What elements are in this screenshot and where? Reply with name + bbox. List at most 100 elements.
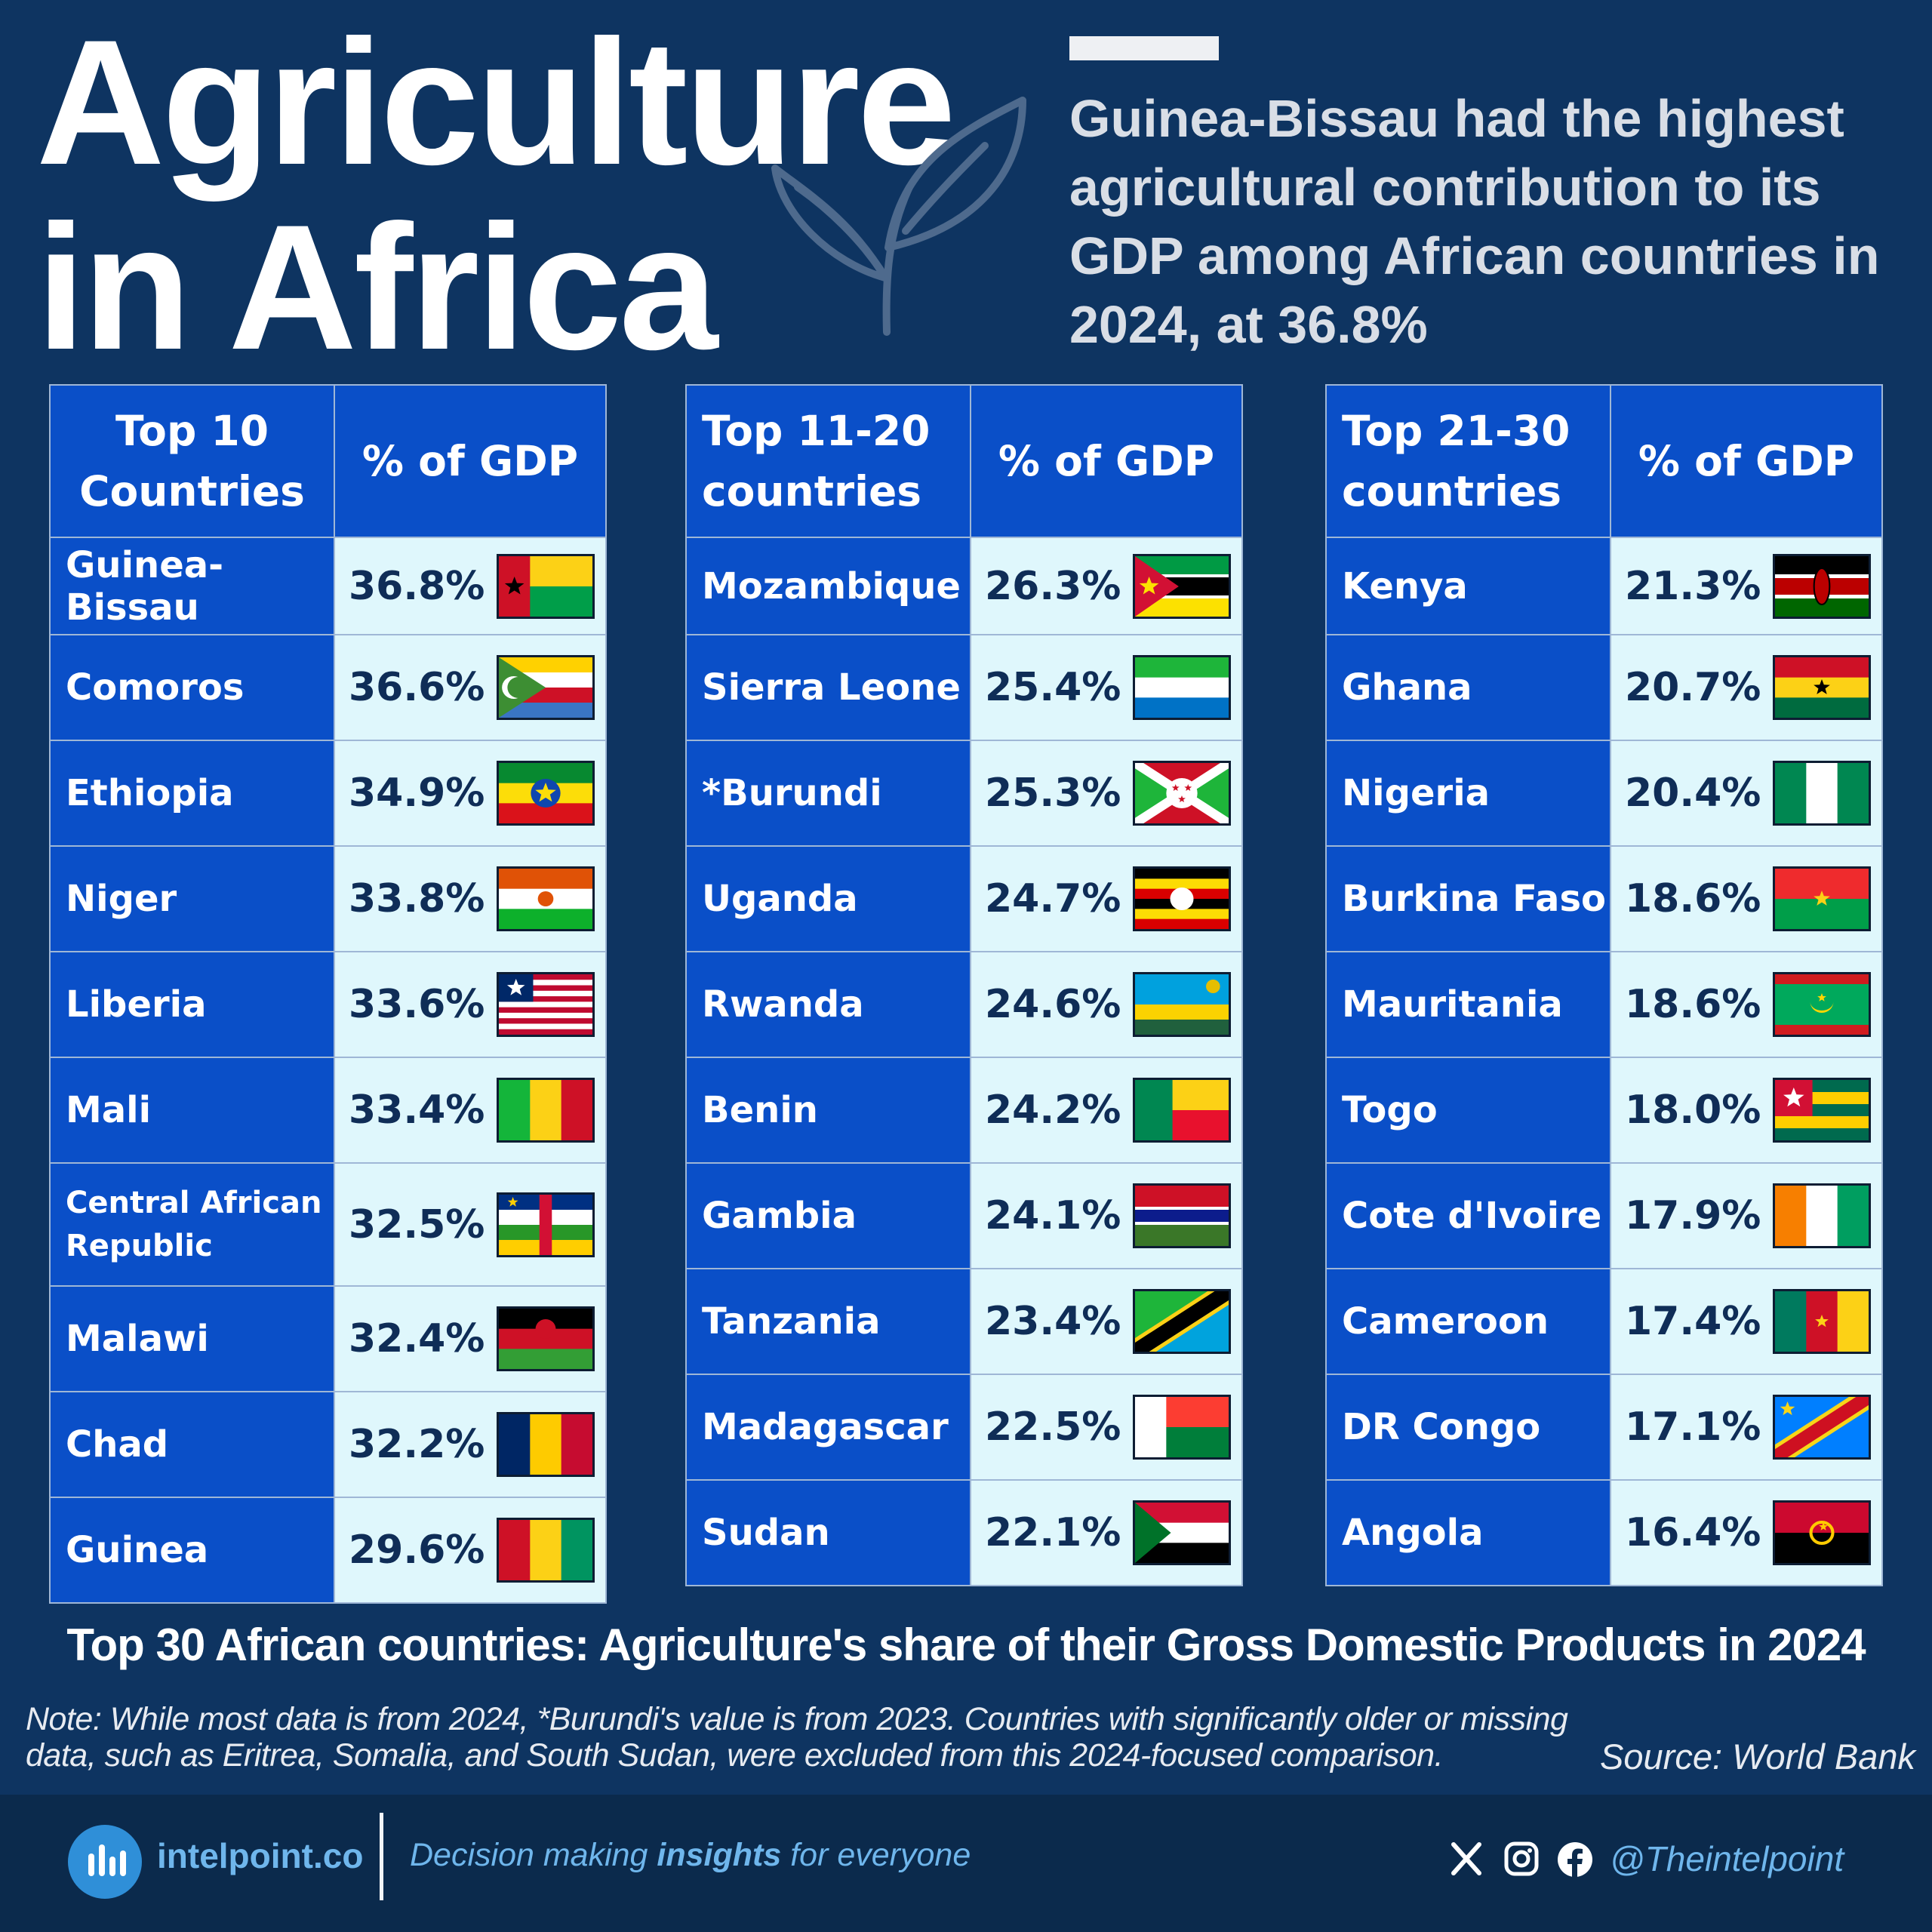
ranking-table-11-20: Top 11-20 countries % of GDP Mozambique 2… bbox=[685, 384, 1243, 1586]
gdp-share-cell: 17.9% bbox=[1610, 1162, 1883, 1269]
brand-name[interactable]: intelpoint.co bbox=[157, 1836, 364, 1875]
flag-cote-divoire-icon bbox=[1773, 1183, 1871, 1248]
flag-mozambique-icon bbox=[1133, 553, 1231, 619]
gdp-share-value: 17.1% bbox=[1625, 1404, 1761, 1450]
table-row: Ghana 20.7% bbox=[1325, 634, 1883, 741]
facebook-icon[interactable] bbox=[1557, 1841, 1593, 1878]
gdp-share-value: 25.4% bbox=[985, 665, 1121, 710]
flag-dr-congo-icon bbox=[1773, 1395, 1871, 1460]
table-row: Togo 18.0% bbox=[1325, 1057, 1883, 1164]
gdp-share-cell-inner: 17.4% bbox=[1625, 1289, 1881, 1354]
gdp-share-value: 36.8% bbox=[349, 563, 485, 609]
flag-togo-icon bbox=[1773, 1078, 1871, 1143]
flag-malawi-icon bbox=[497, 1306, 595, 1371]
gdp-share-value: 33.4% bbox=[349, 1088, 485, 1133]
country-name: Mozambique bbox=[685, 537, 971, 635]
instagram-icon[interactable] bbox=[1504, 1841, 1539, 1876]
ranking-table-top-10: Top 10 Countries % of GDP Guinea-Bissau 3… bbox=[49, 384, 607, 1604]
flag-wrapper bbox=[1133, 761, 1231, 826]
country-name: Angola bbox=[1325, 1479, 1611, 1586]
flag-madagascar-icon bbox=[1133, 1395, 1231, 1460]
table-row: Uganda 24.7% bbox=[685, 845, 1243, 952]
bar-chart-icon bbox=[88, 1844, 126, 1876]
gdp-share-cell-inner: 18.6% bbox=[1625, 972, 1881, 1037]
gdp-share-cell: 23.4% bbox=[970, 1268, 1243, 1375]
flag-chad-icon bbox=[497, 1412, 595, 1477]
gdp-share-value: 36.6% bbox=[349, 665, 485, 710]
gdp-share-cell-inner: 24.1% bbox=[985, 1183, 1241, 1248]
flag-wrapper bbox=[497, 972, 595, 1037]
flag-tanzania-icon bbox=[1133, 1289, 1231, 1354]
flag-ghana-icon bbox=[1773, 655, 1871, 720]
table-row: Tanzania 23.4% bbox=[685, 1268, 1243, 1375]
headline: Guinea-Bissau had the highest agricultur… bbox=[1069, 89, 1880, 354]
country-name: Chad bbox=[49, 1391, 335, 1498]
flag-wrapper bbox=[497, 1306, 595, 1371]
flag-wrapper bbox=[1773, 1500, 1871, 1565]
flag-wrapper bbox=[497, 866, 595, 931]
flag-wrapper bbox=[497, 1518, 595, 1583]
gdp-share-value: 32.2% bbox=[349, 1422, 485, 1467]
flag-wrapper bbox=[1133, 655, 1231, 720]
gdp-share-value: 17.4% bbox=[1625, 1299, 1761, 1344]
flag-kenya-icon bbox=[1773, 553, 1871, 619]
table-row: Sudan 22.1% bbox=[685, 1479, 1243, 1586]
gdp-share-value: 32.5% bbox=[349, 1201, 485, 1247]
table-row: Angola 16.4% bbox=[1325, 1479, 1883, 1586]
country-name: Sudan bbox=[685, 1479, 971, 1586]
flag-mali-icon bbox=[497, 1078, 595, 1143]
x-icon[interactable] bbox=[1449, 1841, 1484, 1876]
country-name: Niger bbox=[49, 845, 335, 952]
table-row: Malawi 32.4% bbox=[49, 1285, 607, 1392]
gdp-share-cell: 32.5% bbox=[334, 1162, 607, 1287]
gdp-share-cell-inner: 24.2% bbox=[985, 1078, 1241, 1143]
flag-wrapper bbox=[1773, 655, 1871, 720]
gdp-share-value: 34.9% bbox=[349, 771, 485, 816]
gdp-share-cell-inner: 18.0% bbox=[1625, 1078, 1881, 1143]
flag-wrapper bbox=[1773, 1078, 1871, 1143]
table-row: Benin 24.2% bbox=[685, 1057, 1243, 1164]
gdp-share-value: 21.3% bbox=[1625, 563, 1761, 609]
gdp-share-cell: 17.4% bbox=[1610, 1268, 1883, 1375]
country-name: Liberia bbox=[49, 951, 335, 1058]
gdp-share-cell-inner: 36.6% bbox=[349, 655, 605, 720]
flag-wrapper bbox=[1773, 553, 1871, 619]
gdp-share-cell-inner: 25.3% bbox=[985, 761, 1241, 826]
header-value: % of GDP bbox=[334, 384, 607, 538]
flag-burkina-faso-icon bbox=[1773, 866, 1871, 931]
tagline-post: for everyone bbox=[781, 1837, 971, 1873]
table-row: Comoros 36.6% bbox=[49, 634, 607, 741]
flag-wrapper bbox=[1133, 1078, 1231, 1143]
gdp-share-cell-inner: 18.6% bbox=[1625, 866, 1881, 931]
gdp-share-cell-inner: 33.6% bbox=[349, 972, 605, 1037]
country-name: Uganda bbox=[685, 845, 971, 952]
table-row: Kenya 21.3% bbox=[1325, 537, 1883, 635]
gdp-share-cell-inner: 25.4% bbox=[985, 655, 1241, 720]
social-handle[interactable]: @Theintelpoint bbox=[1610, 1839, 1844, 1878]
gdp-share-cell: 24.2% bbox=[970, 1057, 1243, 1164]
gdp-share-cell: 22.5% bbox=[970, 1374, 1243, 1481]
gdp-share-value: 33.8% bbox=[349, 876, 485, 921]
ranking-table-21-30: Top 21-30 countries % of GDP Kenya 21.3% G… bbox=[1325, 384, 1883, 1586]
gdp-share-cell: 25.3% bbox=[970, 740, 1243, 847]
country-name: Ghana bbox=[1325, 634, 1611, 741]
flag-wrapper bbox=[497, 553, 595, 619]
table-header-row: Top 10 Countries % of GDP bbox=[49, 384, 607, 538]
flag-wrapper bbox=[1133, 1395, 1231, 1460]
tagline-pre: Decision making bbox=[410, 1837, 657, 1873]
flag-central-african-republic-icon bbox=[497, 1192, 595, 1257]
table-row: Gambia 24.1% bbox=[685, 1162, 1243, 1269]
gdp-share-cell: 18.6% bbox=[1610, 951, 1883, 1058]
flag-wrapper bbox=[1773, 866, 1871, 931]
country-name: Togo bbox=[1325, 1057, 1611, 1164]
gdp-share-cell: 29.6% bbox=[334, 1497, 607, 1604]
gdp-share-cell: 24.7% bbox=[970, 845, 1243, 952]
table-row: Sierra Leone 25.4% bbox=[685, 634, 1243, 741]
flag-mauritania-icon bbox=[1773, 972, 1871, 1037]
gdp-share-cell: 36.8% bbox=[334, 537, 607, 635]
flag-wrapper bbox=[1133, 1500, 1231, 1565]
flag-rwanda-icon bbox=[1133, 972, 1231, 1037]
flag-angola-icon bbox=[1773, 1500, 1871, 1565]
gdp-share-cell-inner: 16.4% bbox=[1625, 1500, 1881, 1565]
flag-wrapper bbox=[1133, 972, 1231, 1037]
